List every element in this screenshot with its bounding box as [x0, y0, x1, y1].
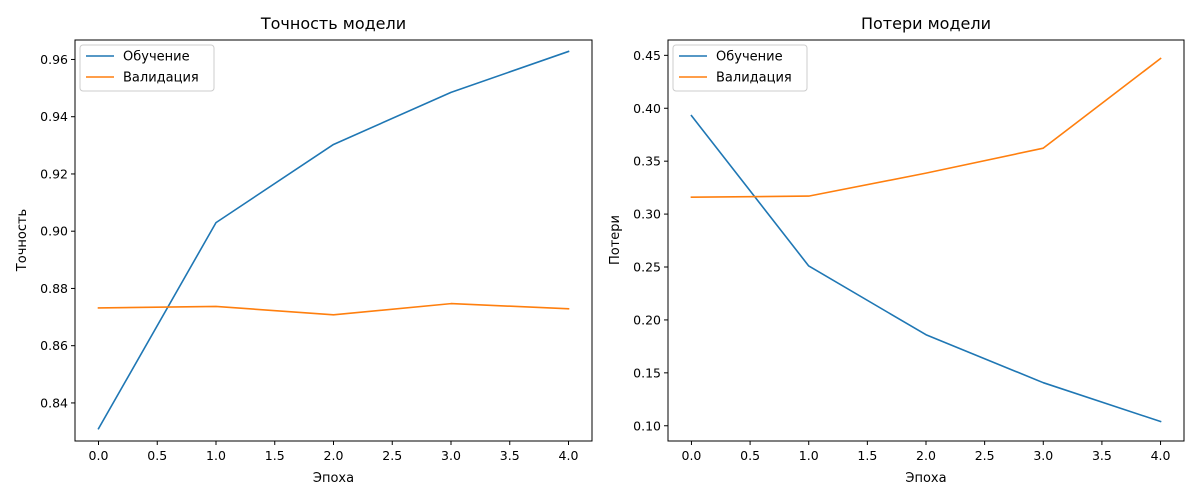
accuracy-x-tick-label: 3.0	[441, 448, 461, 463]
loss-x-tick-label: 1.5	[857, 448, 877, 463]
loss-x-tick-label: 2.5	[975, 448, 995, 463]
loss-y-tick-label: 0.10	[633, 418, 661, 433]
loss-series-line-training	[690, 114, 1162, 423]
accuracy-plot-area: 0.0 0.5 1.0 1.5 2.0 2.5 3.0 3.5 4.0 0.84 0.86 0.88 0…	[40, 39, 593, 463]
loss-legend-label: Валидация	[716, 71, 792, 86]
accuracy-x-tick-label: 1.0	[206, 448, 226, 463]
accuracy-y-axis-label: Точность	[15, 209, 30, 272]
loss-x-tick-label: 2.0	[916, 448, 936, 463]
loss-y-tick-label: 0.40	[633, 101, 661, 116]
accuracy-series-line-validation	[97, 302, 570, 316]
accuracy-y-tick-label: 0.92	[40, 166, 68, 181]
accuracy-axes-frame	[74, 39, 593, 442]
accuracy-legend-label: Валидация	[123, 71, 199, 86]
loss-x-tick-label: 1.0	[799, 448, 819, 463]
loss-chart-title: Потери модели	[861, 14, 991, 33]
loss-chart: Потери модели 0.0 0.5 1.0 1.5 2.0 2.5 3.0 3.5 4.…	[608, 14, 1185, 486]
loss-x-tick-label: 3.5	[1092, 448, 1112, 463]
accuracy-y-tick-label: 0.96	[40, 52, 68, 67]
loss-y-tick-label: 0.25	[633, 260, 661, 275]
accuracy-x-tick-label: 2.0	[324, 448, 344, 463]
loss-x-tick-label: 4.0	[1151, 448, 1171, 463]
loss-x-tick-label: 0.0	[682, 448, 702, 463]
loss-x-axis-label: Эпоха	[905, 471, 946, 486]
accuracy-x-tick-label: 3.5	[500, 448, 520, 463]
accuracy-chart-title: Точность модели	[260, 14, 406, 33]
loss-y-tick-label: 0.35	[633, 154, 661, 169]
accuracy-x-tick-label: 1.5	[265, 448, 285, 463]
accuracy-y-tick-label: 0.88	[40, 281, 68, 296]
accuracy-x-tick-label: 0.0	[89, 448, 109, 463]
accuracy-y-tick-label: 0.94	[40, 109, 68, 124]
accuracy-y-tick-label: 0.86	[40, 338, 68, 353]
loss-x-tick-label: 3.0	[1033, 448, 1053, 463]
loss-y-tick-label: 0.45	[633, 48, 661, 63]
accuracy-x-tick-label: 0.5	[147, 448, 167, 463]
accuracy-x-tick-label: 2.5	[382, 448, 402, 463]
accuracy-series-line-training	[97, 50, 570, 430]
accuracy-x-tick-label: 4.0	[559, 448, 579, 463]
accuracy-legend-label: Обучение	[123, 50, 190, 65]
loss-legend-label: Обучение	[716, 50, 783, 65]
loss-y-axis-label: Потери	[608, 215, 623, 265]
accuracy-chart: Точность модели 0.0 0.5 1.0 1.5 2.0 2.5 3.0 3.5…	[15, 14, 593, 486]
loss-y-tick-label: 0.30	[633, 207, 661, 222]
accuracy-x-axis-label: Эпоха	[313, 471, 354, 486]
loss-y-tick-label: 0.20	[633, 312, 661, 327]
loss-series-line-validation	[690, 57, 1162, 198]
loss-x-tick-label: 0.5	[740, 448, 760, 463]
loss-plot-area: 0.0 0.5 1.0 1.5 2.0 2.5 3.0 3.5 4.0 0.10 0.15 0.20 0…	[633, 39, 1185, 463]
accuracy-y-tick-label: 0.84	[40, 395, 68, 410]
loss-y-tick-label: 0.15	[633, 365, 661, 380]
accuracy-y-tick-label: 0.90	[40, 224, 68, 239]
